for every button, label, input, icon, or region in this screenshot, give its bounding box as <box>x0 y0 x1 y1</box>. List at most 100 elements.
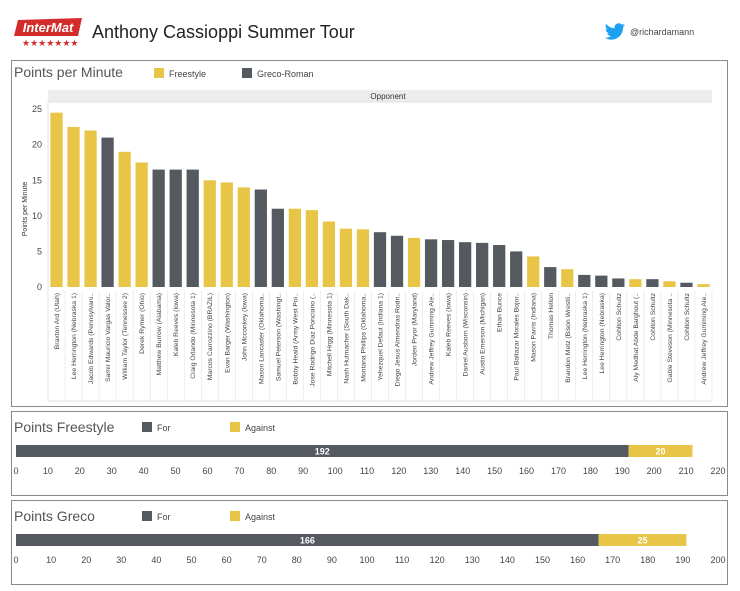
ppm-bar <box>424 239 438 287</box>
x-tick-label: 220 <box>710 466 725 476</box>
x-tick-label: 70 <box>234 466 244 476</box>
category-label: John Mcconkey (Iowa) <box>241 293 248 361</box>
ppm-bar <box>510 251 523 287</box>
legend-for-label: For <box>157 423 171 433</box>
ppm-bar <box>373 232 387 287</box>
ppm-bar <box>697 284 710 287</box>
twitter-bird-icon[interactable] <box>604 23 626 41</box>
category-label: Jose Rodrigo Diaz Ponciano (.. <box>309 293 316 387</box>
x-tick-label: 0 <box>13 555 18 565</box>
category-label: Thomas Helton <box>548 293 555 339</box>
ppm-bar <box>356 229 370 287</box>
page-title: Anthony Cassioppi Summer Tour <box>92 22 355 42</box>
against-value-label: 20 <box>656 447 666 457</box>
legend-for-fs: For <box>142 422 171 433</box>
ppm-y-axis: 0 5 10 15 20 25 <box>32 102 49 401</box>
ppm-bar <box>135 162 148 287</box>
y-tick-label: 20 <box>32 140 42 150</box>
ppm-bar <box>476 242 489 287</box>
category-label: Nash Hutmacher (South Dak.. <box>343 293 350 384</box>
category-label: Yehezquel Defaut (Indiana 1) <box>378 293 385 381</box>
ppm-bar <box>595 275 608 287</box>
legend-for-gr: For <box>142 511 171 522</box>
x-tick-label: 60 <box>202 466 212 476</box>
legend-against-fs: Against <box>230 422 275 433</box>
twitter-handle[interactable]: @richardamann <box>630 27 695 37</box>
category-label: Ethan Bunce <box>497 293 504 332</box>
x-tick-label: 0 <box>13 466 18 476</box>
x-tick-label: 70 <box>257 555 267 565</box>
y-tick-label: 5 <box>37 246 42 256</box>
ppm-bar <box>527 256 540 287</box>
header-label: Opponent <box>370 92 406 101</box>
ppm-bar <box>458 242 472 287</box>
ppm-bar <box>169 169 182 287</box>
logo-stars-icon: ★★★★★★★ <box>22 38 78 48</box>
points-per-minute-panel: Points per Minute Freestyle Greco-Roman … <box>11 60 728 407</box>
category-label: William Taylor (Tennessee 2) <box>122 293 129 380</box>
ppm-bar <box>407 237 421 287</box>
x-tick-label: 170 <box>605 555 620 565</box>
ppm-bar <box>561 269 574 287</box>
x-tick-label: 10 <box>43 466 53 476</box>
legend-against-label: Against <box>245 423 276 433</box>
category-label: Samir Mauricio Vargas Valor.. <box>105 293 112 382</box>
category-label: Cohlton Schultz <box>616 292 623 340</box>
legend-greco-label: Greco-Roman <box>257 69 314 79</box>
legend-greco: Greco-Roman <box>242 68 314 79</box>
category-label: Mason Parris (Indiana) <box>531 293 538 362</box>
ppm-bar <box>322 221 336 287</box>
category-label: Brandon Metz (Bison Wrestli.. <box>565 293 572 383</box>
x-tick-label: 160 <box>570 555 585 565</box>
against-value-label: 25 <box>638 536 648 546</box>
x-tick-label: 120 <box>391 466 406 476</box>
ppm-bar <box>101 137 114 287</box>
ppm-bar <box>544 267 557 287</box>
freestyle-panel-title: Points Freestyle <box>14 419 115 435</box>
against-bar <box>628 445 693 457</box>
for-bar <box>16 534 599 546</box>
category-label: Marcos Carrozzino (BRAZIL) <box>207 293 214 380</box>
ppm-panel-title: Points per Minute <box>14 64 123 80</box>
ppm-bar <box>663 281 676 287</box>
y-tick-label: 25 <box>32 104 42 114</box>
legend-freestyle-label: Freestyle <box>169 69 207 79</box>
x-tick-label: 140 <box>500 555 515 565</box>
category-label: Daniel Ausborn (Wisconsin) <box>463 293 470 376</box>
logo-text: InterMat <box>23 20 74 35</box>
x-tick-label: 190 <box>615 466 630 476</box>
x-tick-label: 110 <box>395 555 409 565</box>
ppm-bar <box>118 151 131 287</box>
y-axis-title: Points per Minute <box>22 182 29 237</box>
x-tick-label: 140 <box>455 466 470 476</box>
x-tick-label: 180 <box>583 466 598 476</box>
category-label: Montana Phillips (Oklahoma.. <box>360 293 367 382</box>
ppm-bar <box>305 210 319 287</box>
category-label: Cohlton Schultz <box>650 292 657 340</box>
ppm-bar <box>629 279 642 287</box>
ppm-bar <box>220 182 233 287</box>
ppm-bar <box>612 278 625 287</box>
category-label: Samuel Peterson (Washingt.. <box>275 293 282 381</box>
category-label: Diego Jesus Almendras Rodri.. <box>395 293 402 386</box>
dashboard-header: InterMat ★★★★★★★ Anthony Cassioppi Summe… <box>0 0 740 56</box>
category-label: Craig Orlando (Minnesota 1) <box>190 293 197 379</box>
x-tick-label: 10 <box>46 555 56 565</box>
y-tick-label: 0 <box>37 282 42 292</box>
category-label: Kaleb Reeves (Iowa) <box>446 293 453 356</box>
ppm-bar <box>339 228 353 287</box>
category-label: Evan Barger (Washington) <box>224 293 231 373</box>
ppm-bar <box>203 180 216 287</box>
x-tick-label: 90 <box>298 466 308 476</box>
legend-for-label: For <box>157 512 171 522</box>
ppm-bar <box>441 240 455 287</box>
x-tick-label: 30 <box>107 466 117 476</box>
x-tick-label: 90 <box>327 555 337 565</box>
ppm-bar-chart: Opponent Points per Minute 0 5 10 15 20 25 Br… <box>22 90 713 402</box>
x-tick-label: 160 <box>519 466 534 476</box>
category-label: Cohlton Schultz <box>684 292 691 340</box>
greco-panel-title: Points Greco <box>14 508 95 524</box>
category-label: Lee Herrington (Nebraska) <box>599 293 606 373</box>
ppm-bar <box>493 245 506 287</box>
ppm-bar <box>254 189 267 287</box>
